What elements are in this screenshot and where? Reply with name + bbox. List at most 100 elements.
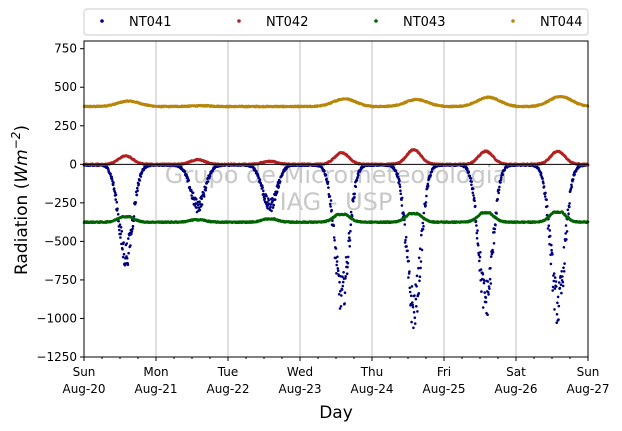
data-point [353, 195, 356, 199]
data-point [335, 272, 338, 275]
data-point [562, 270, 566, 273]
data-point [354, 185, 358, 188]
data-point [479, 251, 482, 254]
data-point [473, 199, 476, 203]
data-point [407, 276, 410, 279]
data-point [262, 192, 265, 196]
data-point [557, 318, 560, 321]
data-point [323, 169, 326, 173]
data-point [475, 224, 478, 227]
data-point [542, 182, 545, 185]
data-point [541, 177, 544, 180]
data-point [344, 277, 347, 280]
data-point [117, 219, 120, 223]
data-point [139, 175, 143, 178]
data-point [126, 263, 130, 267]
data-point [498, 185, 501, 189]
data-point [470, 183, 473, 187]
data-point [346, 255, 350, 259]
data-point [332, 224, 336, 227]
data-point [412, 326, 415, 330]
data-point [416, 310, 419, 313]
data-point [549, 262, 553, 266]
data-point [421, 228, 425, 231]
data-point [204, 186, 208, 189]
data-point [551, 289, 554, 292]
data-point [335, 260, 339, 263]
data-point [469, 177, 473, 180]
data-point [557, 304, 561, 308]
data-point [488, 287, 491, 290]
data-point [398, 185, 402, 189]
data-point [349, 210, 353, 214]
data-point [413, 322, 417, 325]
data-point [195, 206, 198, 209]
data-point [403, 223, 407, 226]
data-point [330, 208, 334, 212]
data-point [353, 192, 357, 196]
data-point [263, 200, 267, 204]
data-point [415, 285, 418, 288]
data-point [491, 250, 495, 254]
data-point [263, 197, 267, 200]
data-point [406, 249, 409, 252]
data-point [419, 260, 423, 263]
data-point [120, 230, 124, 233]
data-point [567, 212, 570, 215]
data-point [472, 196, 476, 200]
data-point [399, 192, 403, 196]
data-point [325, 177, 328, 181]
data-point [206, 180, 210, 183]
data-point [403, 241, 407, 244]
data-point [273, 198, 277, 201]
data-point [183, 170, 187, 173]
data-point [198, 200, 201, 203]
data-point [204, 188, 207, 192]
series-NT044 [82, 95, 590, 109]
data-point [399, 189, 402, 192]
data-point [198, 208, 202, 212]
data-point [341, 275, 344, 279]
data-point [116, 207, 119, 210]
data-point [348, 236, 351, 239]
data-point [550, 248, 553, 252]
data-point [345, 272, 349, 276]
data-point [119, 236, 122, 239]
data-point [552, 279, 556, 283]
data-point [111, 183, 115, 187]
data-point [419, 266, 422, 270]
data-point [494, 223, 497, 227]
data-point [339, 305, 343, 308]
data-point [560, 270, 563, 273]
data-point [558, 286, 562, 290]
data-point [556, 295, 560, 299]
data-point [471, 187, 475, 191]
data-point [421, 221, 425, 225]
data-point [411, 303, 415, 307]
data-point [278, 180, 282, 183]
data-point [400, 196, 404, 200]
data-point [328, 202, 332, 206]
data-point [343, 291, 347, 295]
data-point [125, 242, 129, 245]
data-point [570, 185, 574, 188]
data-point [333, 239, 336, 242]
data-point [114, 193, 118, 197]
data-point [341, 280, 345, 284]
grid-lines [155, 41, 517, 357]
data-point [481, 272, 485, 276]
data-point [497, 188, 501, 192]
data-point [547, 224, 551, 227]
data-point [405, 245, 408, 248]
data-point [481, 306, 485, 309]
data-point [548, 229, 552, 232]
data-point [127, 251, 130, 255]
data-point [406, 255, 409, 259]
data-point [202, 195, 206, 198]
data-point [129, 244, 132, 247]
data-point [426, 184, 430, 188]
data-point [544, 191, 547, 195]
data-point [492, 242, 496, 245]
data-point [332, 236, 336, 239]
data-point [122, 252, 126, 256]
